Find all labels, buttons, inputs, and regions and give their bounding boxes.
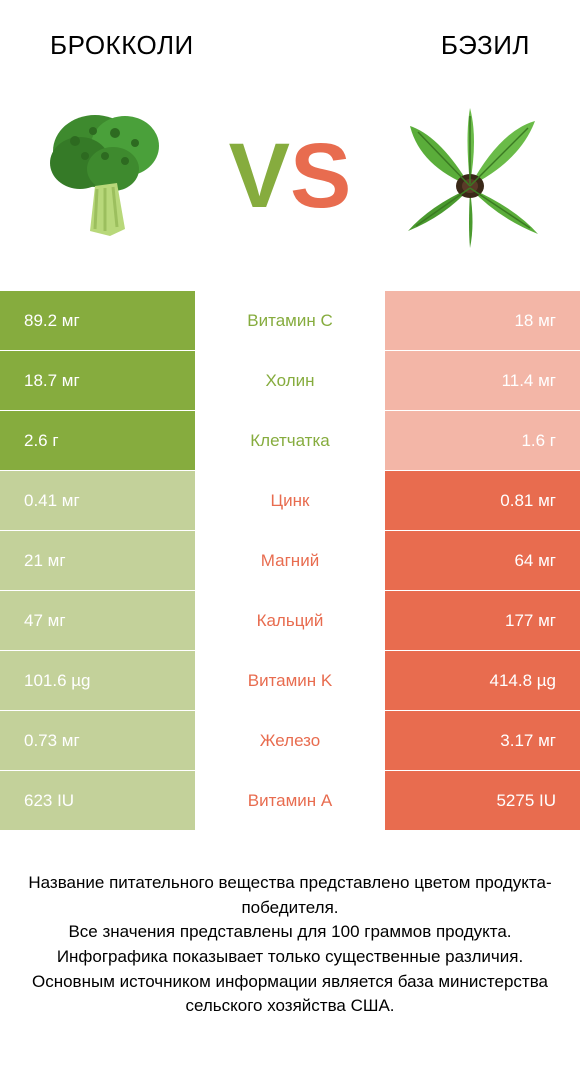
basil-icon	[390, 96, 550, 256]
table-row: 623 IUВитамин A5275 IU	[0, 771, 580, 831]
table-row: 47 мгКальций177 мг	[0, 591, 580, 651]
comparison-table: 89.2 мгВитамин C18 мг18.7 мгХолин11.4 мг…	[0, 291, 580, 831]
left-value-cell: 2.6 г	[0, 411, 195, 470]
left-value-cell: 89.2 мг	[0, 291, 195, 350]
right-value-cell: 5275 IU	[385, 771, 580, 830]
footer-note: Название питательного вещества представл…	[0, 831, 580, 1019]
right-value-cell: 11.4 мг	[385, 351, 580, 410]
right-value-cell: 18 мг	[385, 291, 580, 350]
nutrient-label: Витамин K	[195, 651, 385, 710]
left-value-cell: 0.41 мг	[0, 471, 195, 530]
left-value-cell: 101.6 µg	[0, 651, 195, 710]
right-value-cell: 1.6 г	[385, 411, 580, 470]
left-value-cell: 0.73 мг	[0, 711, 195, 770]
nutrient-label: Магний	[195, 531, 385, 590]
table-row: 89.2 мгВитамин C18 мг	[0, 291, 580, 351]
footer-line: Все значения представлены для 100 граммо…	[28, 920, 552, 945]
footer-line: Инфографика показывает только существенн…	[28, 945, 552, 970]
table-row: 2.6 гКлетчатка1.6 г	[0, 411, 580, 471]
vs-v: V	[229, 130, 290, 222]
right-product-title: Бэзил	[441, 30, 530, 61]
vs-s: S	[290, 130, 351, 222]
left-product-title: Брокколи	[50, 30, 194, 61]
left-value-cell: 623 IU	[0, 771, 195, 830]
table-row: 0.41 мгЦинк0.81 мг	[0, 471, 580, 531]
nutrient-label: Витамин C	[195, 291, 385, 350]
right-value-cell: 414.8 µg	[385, 651, 580, 710]
table-row: 101.6 µgВитамин K414.8 µg	[0, 651, 580, 711]
hero-row: VS	[0, 71, 580, 291]
nutrient-label: Кальций	[195, 591, 385, 650]
table-row: 18.7 мгХолин11.4 мг	[0, 351, 580, 411]
right-value-cell: 3.17 мг	[385, 711, 580, 770]
broccoli-icon	[30, 96, 190, 256]
nutrient-label: Витамин A	[195, 771, 385, 830]
footer-line: Название питательного вещества представл…	[28, 871, 552, 920]
table-row: 0.73 мгЖелезо3.17 мг	[0, 711, 580, 771]
nutrient-label: Холин	[195, 351, 385, 410]
right-value-cell: 177 мг	[385, 591, 580, 650]
table-row: 21 мгМагний64 мг	[0, 531, 580, 591]
right-value-cell: 0.81 мг	[385, 471, 580, 530]
header: Брокколи Бэзил	[0, 0, 580, 71]
left-value-cell: 47 мг	[0, 591, 195, 650]
footer-line: Основным источником информации является …	[28, 970, 552, 1019]
right-value-cell: 64 мг	[385, 531, 580, 590]
left-value-cell: 18.7 мг	[0, 351, 195, 410]
vs-label: VS	[229, 130, 352, 222]
nutrient-label: Клетчатка	[195, 411, 385, 470]
nutrient-label: Цинк	[195, 471, 385, 530]
nutrient-label: Железо	[195, 711, 385, 770]
left-value-cell: 21 мг	[0, 531, 195, 590]
